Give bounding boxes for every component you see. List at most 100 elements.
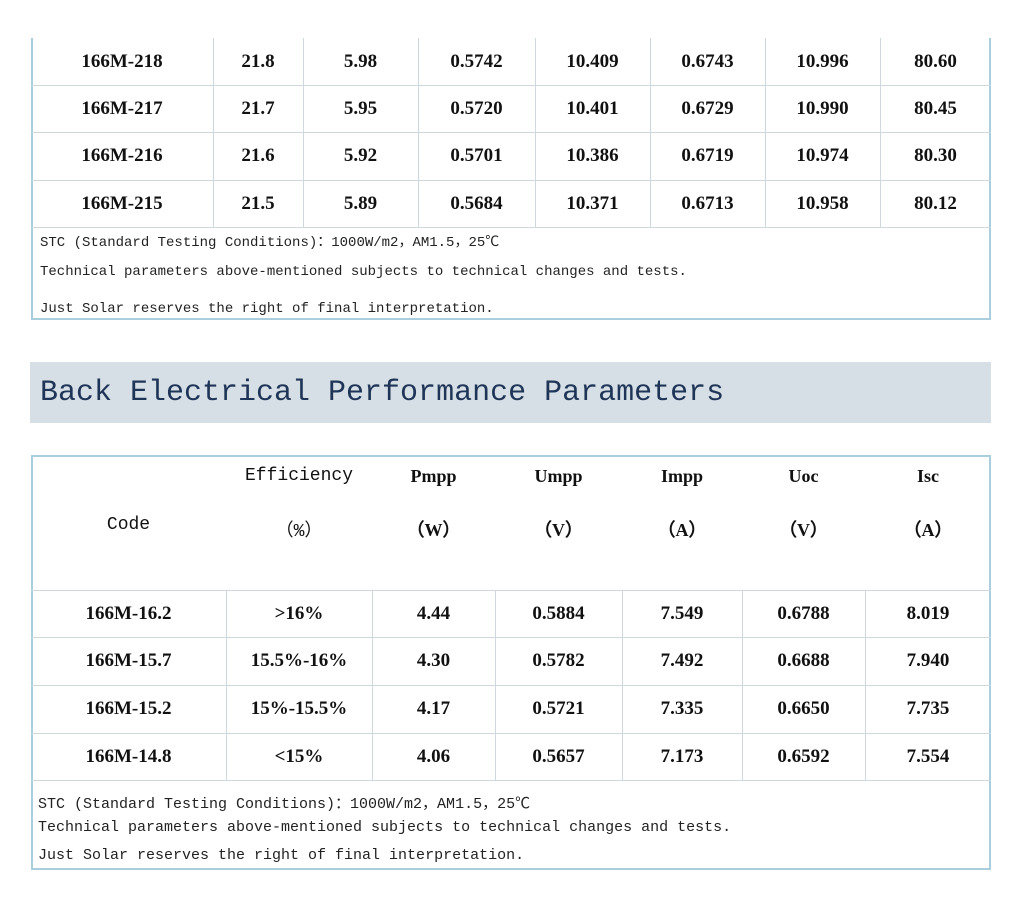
table-cell: 0.6788 [777,602,830,624]
col-line [372,590,373,780]
table-cell: 5.98 [343,50,378,72]
table-cell: 4.06 [416,745,451,767]
table-cell: 21.7 [241,97,275,119]
col-line [535,38,536,227]
table-cell: 10.990 [796,97,849,119]
table-frame [31,455,991,870]
table-cell: 0.6729 [681,97,734,119]
table-cell: 166M-14.8 [85,745,172,767]
table-cell: 5.95 [343,97,378,119]
table-cell: 80.60 [914,50,957,72]
section-title: Back Electrical Performance Parameters [40,376,725,410]
header-unit: （%） [275,522,323,542]
table-cell: 7.492 [660,650,704,671]
col-line [622,590,623,780]
col-line [418,38,419,227]
table-cell: 166M-15.2 [85,698,172,719]
table-cell: 5.89 [343,192,378,214]
col-line [865,590,866,780]
header-cell: Code [106,515,151,535]
table-cell: >16% [274,602,324,624]
header-unit: （V） [534,520,583,540]
table-cell: 0.5782 [532,650,585,671]
table-cell: 21.8 [241,50,275,72]
table-cell: 10.409 [566,50,619,72]
table-cell: 0.5701 [450,145,503,166]
table-cell: 0.5884 [532,602,585,624]
col-line [303,38,304,227]
table-cell: 166M-15.7 [85,650,172,671]
table-cell: 166M-216 [81,145,163,166]
table-cell: 0.6650 [777,698,830,719]
col-line [880,38,881,227]
table-cell: 7.940 [906,650,950,671]
table-cell: 4.17 [416,698,451,719]
table-cell: 10.958 [796,192,849,214]
row-line [31,132,991,133]
table-cell: <15% [274,745,324,767]
table-cell: 5.92 [343,145,378,166]
table-cell: 10.974 [796,145,849,166]
table-cell: 4.30 [416,650,451,671]
table-cell: 0.6719 [681,145,734,166]
table-cell: 0.6713 [681,192,734,214]
table-cell: 15.5%-16% [250,650,348,671]
note: STC (Standard Testing Conditions)：1000W/… [38,796,531,813]
note: Just Solar reserves the right of final i… [38,847,525,864]
table-cell: 0.5657 [532,745,585,767]
col-line [742,590,743,780]
note: Just Solar reserves the right of final i… [40,301,494,317]
table-cell: 10.401 [566,97,619,119]
row-line [31,780,991,781]
table-cell: 80.30 [914,145,957,166]
header-unit: （A） [657,520,707,540]
note: Technical parameters above-mentioned sub… [40,264,687,280]
table-cell: 10.371 [566,192,619,214]
col-line [226,590,227,780]
col-line [495,590,496,780]
table-cell: 166M-217 [81,97,163,119]
row-line [31,227,991,228]
table-frame [31,38,991,320]
row-line [31,637,991,638]
header-cell: Efficiency [244,466,354,486]
table-cell: 7.173 [660,745,704,767]
col-line [213,38,214,227]
table-cell: 0.6592 [777,745,830,767]
row-line [31,85,991,86]
table-cell: 0.5720 [450,97,503,119]
table-cell: 0.6688 [777,650,830,671]
col-line [765,38,766,227]
table-cell: 10.386 [566,145,619,166]
table-cell: 0.5742 [450,50,503,72]
row-line [31,590,991,591]
table-cell: 21.6 [241,145,275,166]
header-cell: Isc [917,466,939,486]
header-cell: Umpp [534,466,583,486]
header-unit: （W） [406,520,461,540]
col-line [650,38,651,227]
header-cell: Impp [660,466,704,486]
note: STC (Standard Testing Conditions)：1000W/… [40,235,500,251]
header-unit: （V） [779,520,828,540]
table-cell: 7.554 [906,745,950,767]
row-line [31,180,991,181]
table-cell: 10.996 [796,50,849,72]
header-unit: （A） [903,520,953,540]
table-cell: 8.019 [906,602,950,624]
table-cell: 4.44 [416,602,451,624]
section-band [30,362,991,423]
note: Technical parameters above-mentioned sub… [38,819,732,836]
row-line [31,685,991,686]
table-cell: 166M-16.2 [85,602,172,624]
table-cell: 21.5 [241,192,275,214]
header-cell: Uoc [788,466,819,486]
table-cell: 7.549 [660,602,704,624]
table-cell: 166M-215 [81,192,163,214]
table-cell: 7.735 [906,698,950,719]
table-cell: 166M-218 [81,50,163,72]
table-cell: 0.6743 [681,50,734,72]
table-cell: 7.335 [660,698,704,719]
table-cell: 15%-15.5% [250,698,348,719]
